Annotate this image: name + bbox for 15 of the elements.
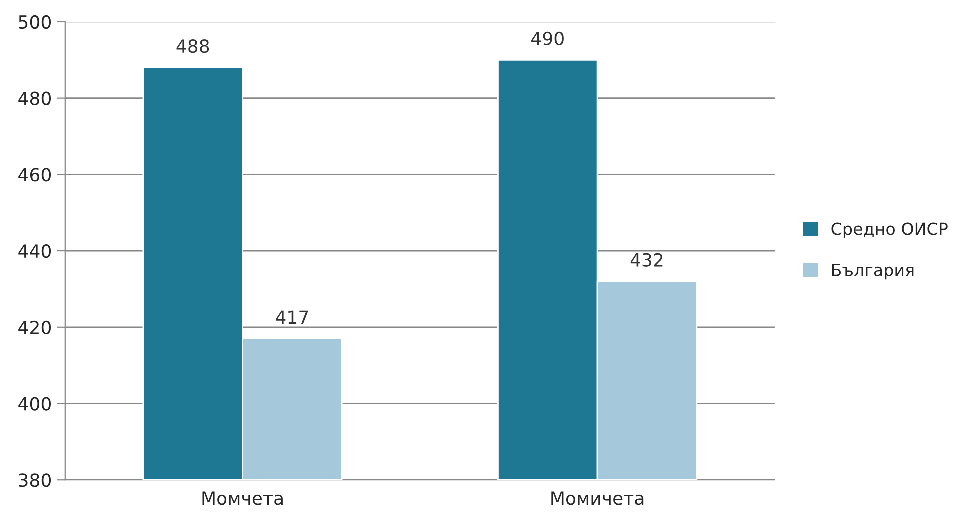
data-label: 432 xyxy=(630,253,663,267)
y-tick-label: 440 xyxy=(18,244,51,258)
data-label: 490 xyxy=(532,32,564,46)
legend-label: България xyxy=(832,264,914,280)
data-label: 488 xyxy=(176,40,210,54)
y-tick-label: 420 xyxy=(18,320,51,335)
legend-label: Средно ОИСР xyxy=(832,222,948,239)
y-tick-label: 480 xyxy=(18,92,51,106)
y-tick-label: 500 xyxy=(19,15,51,30)
y-tick-label: 380 xyxy=(19,474,51,488)
y-tick-label: 400 xyxy=(18,397,51,411)
x-tick-label: Момчета xyxy=(202,492,283,506)
data-label: 417 xyxy=(276,310,308,324)
x-tick-label: Момичета xyxy=(552,492,644,506)
y-tick-label: 460 xyxy=(18,168,51,182)
